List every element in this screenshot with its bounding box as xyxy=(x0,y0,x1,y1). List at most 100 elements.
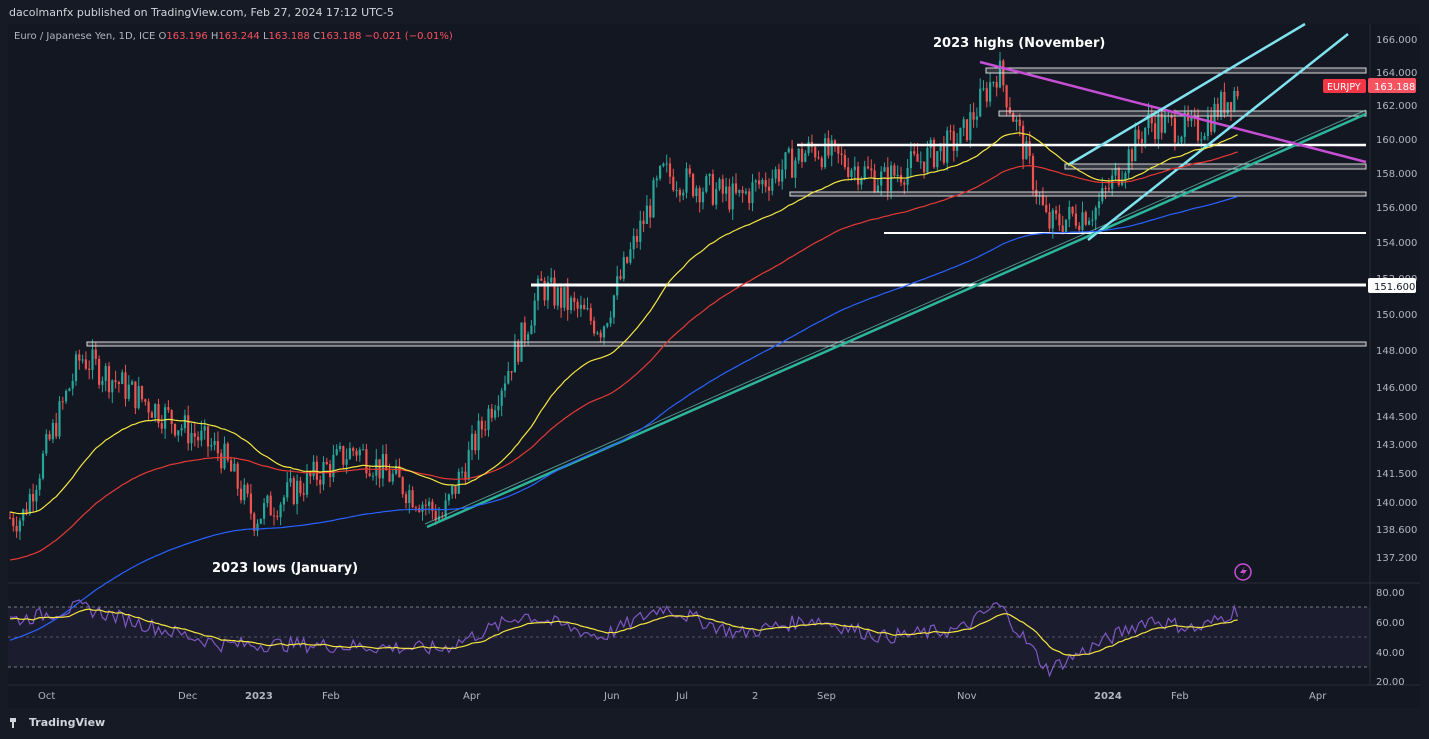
candle-body xyxy=(731,183,734,210)
resistance-trendline xyxy=(979,60,1367,164)
candle-body xyxy=(55,422,58,437)
candle-body xyxy=(170,410,173,425)
candle-body xyxy=(609,317,612,324)
candle-body xyxy=(1104,188,1107,190)
candle-body xyxy=(787,148,790,153)
candle-body xyxy=(1081,212,1084,230)
chart-canvas[interactable]: 2023 highs (November) 2023 lows (January… xyxy=(0,0,1429,708)
y-tick-label: 156.000 xyxy=(1376,203,1417,214)
candle-body xyxy=(949,130,952,132)
candle-body xyxy=(678,190,681,196)
candle-body xyxy=(827,138,830,156)
candle-body xyxy=(906,167,909,185)
candle-body xyxy=(913,151,916,154)
last-price-badge: EURJPY 163.188 xyxy=(1323,78,1416,93)
candle-body xyxy=(1041,195,1044,205)
candle-body xyxy=(180,428,183,431)
candle-body xyxy=(896,174,899,176)
candle-body xyxy=(173,424,177,436)
y-tick-label: 158.000 xyxy=(1376,169,1417,180)
candle-body xyxy=(1213,103,1216,132)
candle-body xyxy=(668,163,672,177)
rsi-tick-label: 40.00 xyxy=(1376,648,1405,659)
rsi-axis[interactable]: 80.00 60.00 40.00 20.00 xyxy=(1376,588,1405,688)
candle-body xyxy=(216,440,219,454)
y-tick-label: 154.000 xyxy=(1376,238,1417,249)
candle-body xyxy=(527,334,530,341)
candle-body xyxy=(936,151,939,168)
candle-body xyxy=(1022,125,1025,160)
publish-bar: dacolmanfx published on TradingView.com,… xyxy=(0,0,1429,24)
candle-body xyxy=(857,166,860,185)
candle-body xyxy=(797,148,800,161)
candle-body xyxy=(131,381,134,385)
candle-body xyxy=(1045,204,1048,212)
x-tick-label: 2 xyxy=(752,691,758,702)
candle-body xyxy=(866,166,870,169)
candle-body xyxy=(127,384,130,399)
candle-body xyxy=(414,507,417,509)
long-term-trendline-outer xyxy=(424,109,1367,525)
candle-body xyxy=(513,341,516,373)
candle-body xyxy=(1127,149,1130,173)
candle-body xyxy=(25,509,28,514)
candle-body xyxy=(22,509,25,521)
candle-body xyxy=(309,471,312,477)
candle-body xyxy=(1051,210,1054,229)
candle-body xyxy=(144,399,147,402)
candle-body xyxy=(1008,107,1011,114)
candle-body xyxy=(431,501,434,511)
long-term-trendline xyxy=(426,112,1367,529)
candle-body xyxy=(794,160,797,178)
candle-body xyxy=(860,178,863,185)
candle-body xyxy=(292,478,295,504)
y-tick-label: 140.000 xyxy=(1376,498,1417,509)
annotation-highs: 2023 highs (November) xyxy=(933,36,1105,51)
candle-body xyxy=(434,510,437,521)
time-axis[interactable]: Oct Dec 2023 Feb Apr Jun Jul 2 Sep Nov 2… xyxy=(38,691,1327,702)
candle-body xyxy=(553,277,556,306)
candle-body xyxy=(1223,92,1226,114)
lightning-icon[interactable] xyxy=(1234,563,1252,581)
candle-body xyxy=(942,143,945,163)
tradingview-brand[interactable]: TradingView xyxy=(10,716,105,729)
candle-body xyxy=(965,119,969,141)
candle-body xyxy=(35,489,38,502)
candle-body xyxy=(741,189,744,194)
candle-body xyxy=(758,180,761,185)
rsi-line xyxy=(9,599,1239,678)
candle-body xyxy=(593,320,596,334)
candle-body xyxy=(698,188,701,203)
candle-body xyxy=(883,167,886,172)
candle-body xyxy=(824,138,827,168)
candle-body xyxy=(312,461,315,477)
symbol-legend[interactable]: Euro / Japanese Yen, 1D, ICE O163.196 H1… xyxy=(14,31,453,42)
candle-body xyxy=(164,407,167,429)
candle-body xyxy=(639,220,642,242)
candle-body xyxy=(952,131,955,151)
candle-body xyxy=(1097,201,1101,208)
candle-body xyxy=(259,518,262,524)
candle-body xyxy=(791,148,794,178)
candle-body xyxy=(919,161,922,163)
candle-body xyxy=(1160,114,1163,133)
candle-body xyxy=(530,325,533,335)
candle-body xyxy=(1210,116,1213,132)
x-tick-label: Feb xyxy=(322,691,340,702)
candle-body xyxy=(734,183,738,193)
candle-body xyxy=(1068,206,1071,220)
candle-body xyxy=(672,176,675,191)
candle-body xyxy=(1055,210,1058,214)
candle-body xyxy=(342,446,345,465)
candle-body xyxy=(474,433,477,451)
candle-body xyxy=(18,520,21,532)
candle-body xyxy=(203,426,206,431)
price-axis[interactable]: 166.000 164.000 162.000 160.000 158.000 … xyxy=(1376,35,1417,564)
candle-body xyxy=(1147,113,1150,129)
candle-body xyxy=(774,169,777,179)
candle-body xyxy=(870,168,873,171)
candle-body xyxy=(1216,103,1219,117)
channel-lower xyxy=(1087,33,1349,241)
legend-high-label: H xyxy=(210,31,219,42)
candle-body xyxy=(767,186,771,191)
